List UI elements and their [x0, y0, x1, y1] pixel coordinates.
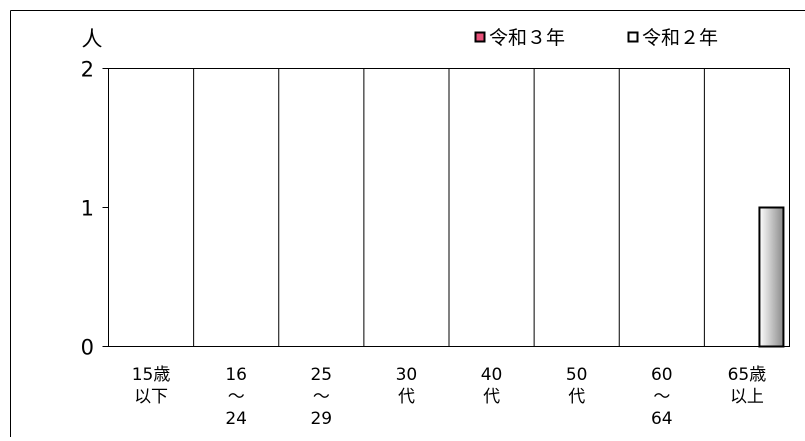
legend-item: 令和３年 [476, 27, 566, 49]
x-tick-label: 60～64 [651, 365, 673, 429]
legend: 令和３年 令和２年 [476, 27, 719, 49]
x-tick-label-line: 64 [651, 409, 673, 429]
x-tick-label-line: 25 [310, 365, 332, 385]
x-tick-label: 50代 [566, 365, 588, 407]
x-tick-label-line: 50 [566, 365, 588, 385]
x-tick-label-line: 60 [651, 365, 673, 385]
x-tick-label-line: 65歳 [728, 365, 767, 385]
x-tick-label-line: 代 [483, 387, 500, 407]
x-tick-label-line: 30 [396, 365, 418, 385]
x-tick-label-line: ～ [313, 387, 330, 407]
x-tick-label: 16～24 [225, 365, 247, 429]
x-tick-label: 40代 [481, 365, 503, 407]
x-tick-label-line: ～ [653, 387, 670, 407]
y-tick-label: 1 [81, 197, 94, 221]
x-tick-label-line: 代 [398, 387, 415, 407]
y-tick-label: 0 [81, 336, 94, 360]
x-tick-label-line: 代 [568, 387, 585, 407]
x-tick-label-line: 16 [225, 365, 247, 385]
legend-swatch [476, 33, 485, 42]
x-tick-label: 25～29 [310, 365, 332, 429]
legend-label: 令和３年 [489, 27, 565, 49]
x-tick-label-line: 15歳 [132, 365, 171, 385]
x-tick-label-line: 29 [310, 409, 332, 429]
y-axis-label: 人 [82, 27, 103, 51]
x-tick-label-line: 以下 [134, 387, 168, 407]
bar-reiwa2 [759, 208, 783, 347]
x-tick-label-line: 以上 [730, 387, 764, 407]
y-axis: 0 1 2 [81, 58, 109, 360]
legend-item: 令和２年 [629, 27, 719, 49]
legend-swatch [629, 33, 638, 42]
y-tick-label: 2 [81, 58, 94, 82]
x-tick-label-line: 40 [481, 365, 503, 385]
x-tick-label: 30代 [396, 365, 418, 407]
x-tick-label-line: 24 [225, 409, 247, 429]
legend-label: 令和２年 [642, 27, 718, 49]
x-tick-label-line: ～ [228, 387, 245, 407]
plot-area [109, 69, 790, 347]
